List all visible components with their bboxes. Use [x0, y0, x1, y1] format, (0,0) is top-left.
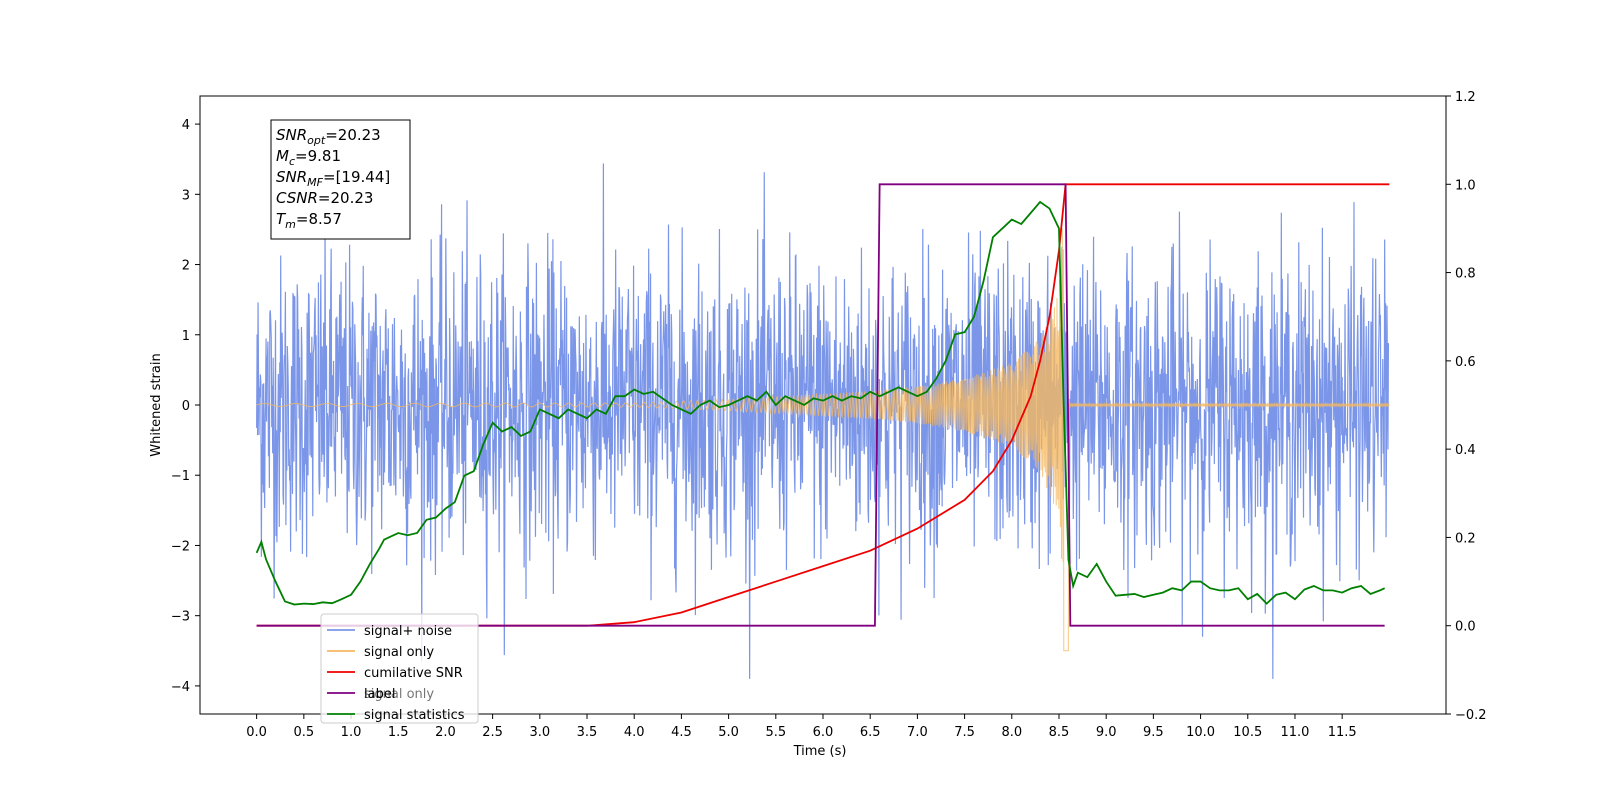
series-label [256, 183, 1385, 627]
y-right-tick-label: 1.2 [1455, 90, 1476, 105]
y-right-tick-label: 0.8 [1455, 267, 1476, 282]
x-tick-label: 1.5 [388, 725, 409, 740]
y-left-tick-label: −2 [171, 539, 190, 554]
x-tick-label: 8.5 [1049, 725, 1070, 740]
legend-ghost-label: signal only [364, 687, 434, 702]
annotation-line: SNRMF=[19.44] [276, 168, 390, 189]
x-tick-label: 6.0 [813, 725, 834, 740]
legend-label: signal+ noise [364, 624, 452, 639]
x-tick-label: 11.5 [1328, 725, 1357, 740]
y-axis-label: Whitened strain [149, 353, 164, 456]
annotation-line: SNRopt=20.23 [276, 126, 381, 147]
annotation-line: CSNR=20.23 [276, 189, 373, 207]
x-tick-label: 3.0 [529, 725, 550, 740]
x-axis-label: Time (s) [793, 744, 847, 759]
annotation-box: SNRopt=20.23Mc=9.81SNRMF=[19.44]CSNR=20.… [270, 119, 411, 240]
x-tick-label: 4.5 [671, 725, 692, 740]
x-tick-label: 4.0 [624, 725, 645, 740]
y-right-tick-label: 0.4 [1455, 443, 1476, 458]
x-tick-label: 6.5 [860, 725, 881, 740]
x-tick-label: 11.0 [1280, 725, 1309, 740]
y-right-tick-label: 0.0 [1455, 620, 1476, 635]
x-tick-label: 10.0 [1186, 725, 1215, 740]
x-tick-label: 0.5 [293, 725, 314, 740]
y-left-tick-label: 4 [182, 118, 190, 133]
y-axis-right-ticks: 1.2 1.0 0.8 0.6 0.4 0.2 0.0 −0.2 [1446, 90, 1487, 723]
y-axis-left-ticks: 4 3 2 1 0 −1 −2 −3 −4 [171, 118, 200, 695]
legend-label: label [364, 687, 395, 702]
x-tick-label: 9.0 [1096, 725, 1117, 740]
x-tick-label: 2.5 [482, 725, 503, 740]
x-tick-label: 1.0 [341, 725, 362, 740]
y-left-tick-label: −4 [171, 680, 190, 695]
legend-label: signal only [364, 645, 434, 660]
series-cumulative-snr [256, 183, 1390, 627]
y-left-tick-label: 1 [182, 329, 190, 344]
y-left-tick-label: 0 [182, 399, 190, 414]
x-tick-label: 10.5 [1233, 725, 1262, 740]
legend: signal+ noise signal only cumilative SNR la… [320, 613, 479, 724]
x-tick-label: 7.5 [954, 725, 975, 740]
x-tick-label: 3.5 [577, 725, 598, 740]
x-tick-label: 5.5 [765, 725, 786, 740]
y-left-tick-label: 2 [182, 259, 190, 274]
y-left-tick-label: −1 [171, 469, 190, 484]
annotation-line: Mc=9.81 [276, 147, 341, 168]
y-right-tick-label: 0.2 [1455, 531, 1476, 546]
y-right-tick-label: 0.6 [1455, 355, 1476, 370]
y-left-tick-label: −3 [171, 610, 190, 625]
x-axis-ticks: 0.0 0.5 1.0 1.5 2.0 2.5 3.0 3.5 4.0 4.5 5.0 5.5 6.0 6… [246, 714, 1357, 740]
annotation-line: Tm=8.57 [276, 210, 342, 231]
series-signal-noise [256, 163, 1390, 679]
x-tick-label: 0.0 [246, 725, 267, 740]
y-right-tick-label: −0.2 [1455, 708, 1487, 723]
x-tick-label: 8.0 [1001, 725, 1022, 740]
plot-area [255, 163, 1390, 679]
x-tick-label: 2.0 [435, 725, 456, 740]
x-tick-label: 7.0 [907, 725, 928, 740]
legend-label: signal statistics [364, 708, 465, 723]
x-tick-label: 9.5 [1143, 725, 1164, 740]
x-tick-label: 5.0 [718, 725, 739, 740]
series-signal-statistics [255, 200, 1386, 606]
y-right-tick-label: 1.0 [1455, 178, 1476, 193]
legend-label: cumilative SNR [364, 666, 463, 681]
y-left-tick-label: 3 [182, 188, 190, 203]
